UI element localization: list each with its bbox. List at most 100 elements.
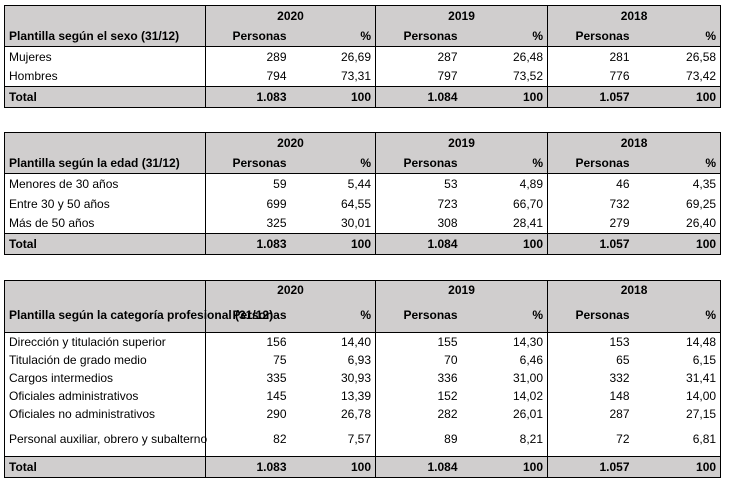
total-value: 1.057 (547, 86, 634, 108)
cell-value: 31,41 (633, 368, 722, 387)
row-label: Oficiales no administrativos (4, 404, 206, 423)
cell-value: 699 (205, 193, 291, 214)
total-row: Total 1.083 100 1.084 100 1.057 100 (4, 86, 722, 108)
cell-value: 26,40 (633, 213, 722, 234)
personas-header: Personas (375, 298, 462, 333)
year-header-row: 2020 2019 2018 (4, 280, 722, 299)
cell-value: 776 (547, 66, 634, 87)
cell-value: 26,69 (290, 46, 376, 67)
cell-value: 145 (205, 386, 291, 405)
total-value: 100 (461, 86, 548, 108)
cell-value: 89 (375, 422, 462, 457)
table-categoria: 2020 2019 2018 Plantilla según la catego… (4, 280, 722, 478)
year-2019: 2019 (375, 5, 548, 26)
table-row: Dirección y titulación superior 156 14,4… (4, 332, 722, 351)
table-row: Cargos intermedios 335 30,93 336 31,00 3… (4, 368, 722, 387)
year-2019: 2019 (375, 280, 548, 299)
cell-value: 75 (205, 350, 291, 369)
cell-value: 156 (205, 332, 291, 351)
row-label: Oficiales administrativos (4, 386, 206, 405)
cell-value: 14,30 (461, 332, 548, 351)
cell-value: 332 (547, 368, 634, 387)
total-value: 100 (633, 86, 722, 108)
total-row: Total 1.083 100 1.084 100 1.057 100 (4, 456, 722, 478)
cell-value: 14,40 (290, 332, 376, 351)
year-2018: 2018 (547, 5, 722, 26)
cell-value: 30,93 (340, 370, 372, 385)
header-blank-cell (4, 5, 206, 26)
total-value: 100 (290, 456, 376, 478)
cell-value: 66,70 (513, 196, 544, 211)
year-2020: 2020 (204, 5, 376, 26)
cell-value: 325 (205, 213, 291, 234)
cell-value: 26,48 (461, 46, 548, 67)
table-row: Hombres 794 73,31 797 73,52 776 73,42 (4, 66, 722, 87)
cell-value: 155 (375, 332, 462, 351)
total-value: 1.057 (547, 233, 634, 255)
table-row: Oficiales no administrativos 290 26,78 2… (4, 404, 722, 423)
header-blank-cell (4, 280, 206, 299)
cell-value: 73,31 (340, 69, 372, 84)
cell-value: 335 (205, 368, 291, 387)
cell-value: 797 (375, 66, 462, 87)
cell-value: 31,00 (513, 370, 544, 385)
table-row: Mujeres 289 26,69 287 26,48 281 26,58 (4, 46, 722, 67)
personas-header: Personas (205, 298, 291, 333)
total-label: Total (4, 456, 206, 478)
subheader-row: Plantilla según la edad (31/12) Personas… (4, 152, 722, 174)
percent-header: % (290, 298, 376, 333)
percent-header: % (290, 152, 376, 174)
table-row: Entre 30 y 50 años 699 64,55 723 66,70 7… (4, 193, 722, 214)
cell-value: 64,55 (340, 196, 372, 211)
year-2020: 2020 (204, 132, 376, 153)
cell-value: 4,89 (461, 173, 548, 194)
total-label: Total (4, 86, 206, 108)
table-sexo: 2020 2019 2018 Plantilla según el sexo (… (4, 5, 722, 108)
row-label: Personal auxiliar, obrero y subalterno (4, 422, 207, 457)
cell-value: 5,44 (290, 173, 376, 194)
total-value: 100 (290, 86, 376, 108)
cell-value: 282 (375, 404, 462, 423)
percent-header: % (461, 25, 548, 47)
cell-value: 30,01 (340, 216, 372, 231)
header-blank-cell (4, 132, 206, 153)
table-title: Plantilla según el sexo (31/12) (4, 25, 206, 47)
row-label: Más de 50 años (4, 213, 206, 234)
total-value: 100 (633, 456, 722, 478)
cell-value: 794 (205, 66, 291, 87)
cell-value: 281 (547, 46, 634, 67)
personas-header: Personas (375, 25, 462, 47)
percent-header: % (633, 298, 722, 333)
table-row: Titulación de grado medio 75 6,93 70 6,4… (4, 350, 722, 369)
cell-value: 82 (205, 422, 291, 457)
table-row: Más de 50 años 325 30,01 308 28,41 279 2… (4, 213, 722, 234)
total-value: 100 (461, 233, 548, 255)
personas-header: Personas (547, 298, 634, 333)
cell-value: 53 (375, 173, 462, 194)
row-label: Entre 30 y 50 años (4, 193, 206, 214)
personas-header: Personas (205, 25, 291, 47)
cell-value: 289 (205, 46, 291, 67)
total-row: Total 1.083 100 1.084 100 1.057 100 (4, 233, 722, 255)
cell-value: 70 (375, 350, 462, 369)
total-label: Total (4, 233, 206, 255)
cell-value: 73,52 (513, 69, 544, 84)
table-title: Plantilla según la categoría profesional… (4, 298, 273, 333)
cell-value: 287 (547, 404, 634, 423)
percent-header: % (633, 152, 722, 174)
row-label: Hombres (4, 66, 206, 87)
table-row: Personal auxiliar, obrero y subalterno 8… (4, 422, 722, 457)
cell-value: 14,48 (633, 332, 722, 351)
total-value: 1.084 (375, 86, 462, 108)
year-header-row: 2020 2019 2018 (4, 132, 722, 153)
year-2019: 2019 (375, 132, 548, 153)
year-header-row: 2020 2019 2018 (4, 5, 722, 26)
total-value: 100 (461, 456, 548, 478)
table-row: Menores de 30 años 59 5,44 53 4,89 46 4,… (4, 173, 722, 194)
personas-header: Personas (205, 152, 291, 174)
cell-value: 152 (375, 386, 462, 405)
cell-value: 732 (547, 193, 634, 214)
cell-value: 290 (205, 404, 291, 423)
cell-value: 14,02 (513, 388, 544, 403)
cell-value: 723 (375, 193, 462, 214)
